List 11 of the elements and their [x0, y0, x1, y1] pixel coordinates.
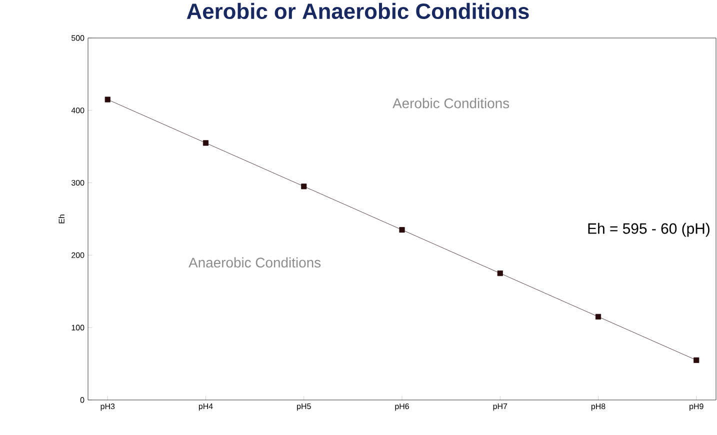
annotation: Aerobic Conditions	[392, 98, 510, 108]
point	[497, 270, 503, 276]
point	[301, 184, 307, 190]
point	[399, 227, 405, 233]
point	[694, 357, 700, 363]
annotation: Anaerobic Conditions	[188, 257, 321, 268]
annotation: Eh = 595 - 60 (pH)	[588, 222, 710, 237]
point	[595, 314, 602, 320]
point	[202, 140, 209, 146]
point	[104, 96, 110, 102]
chart-title: Aerobic or Anaerobic Conditions	[186, 2, 529, 20]
